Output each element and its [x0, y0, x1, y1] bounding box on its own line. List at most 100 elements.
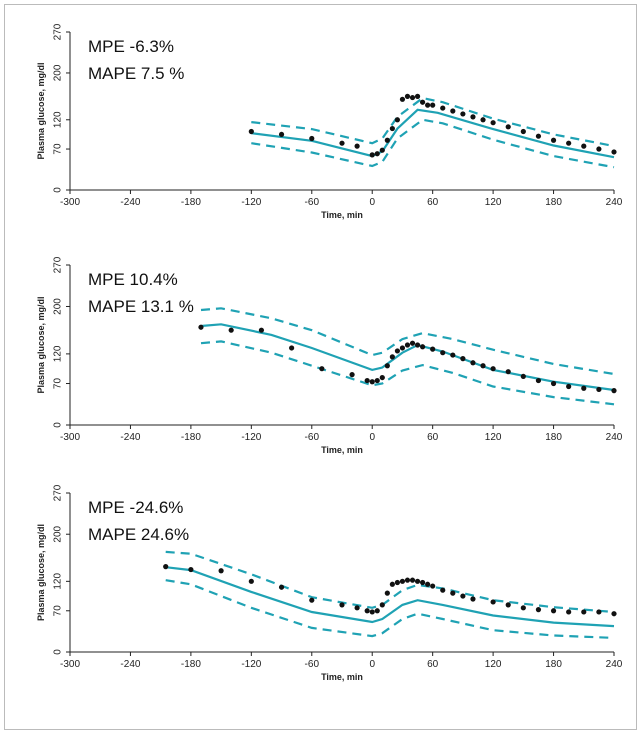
data-point	[419, 344, 426, 350]
model-line	[251, 108, 615, 159]
y-tick-label: 200	[53, 64, 64, 81]
data-point	[379, 602, 385, 608]
data-point	[394, 348, 401, 354]
data-point	[258, 327, 265, 333]
data-point	[374, 151, 380, 157]
data-point	[218, 568, 224, 574]
data-point	[440, 105, 446, 111]
data-point	[389, 354, 395, 360]
data-point	[409, 340, 416, 346]
data-point	[374, 608, 380, 614]
data-point	[414, 578, 421, 584]
data-point	[550, 380, 557, 387]
x-tick-label: -240	[120, 659, 140, 670]
data-point	[535, 607, 542, 613]
y-tick-label: 120	[53, 111, 64, 128]
data-point	[450, 108, 456, 114]
data-point	[399, 578, 406, 584]
x-tick-label: -60	[305, 659, 320, 670]
data-point	[404, 577, 411, 583]
data-point	[248, 578, 254, 584]
data-point	[228, 327, 234, 333]
y-tick-label: 0	[53, 422, 64, 428]
data-point	[520, 128, 526, 135]
data-point	[414, 93, 421, 99]
data-point	[535, 377, 542, 384]
confidence-line	[251, 118, 615, 169]
data-point	[374, 377, 380, 384]
data-point	[566, 383, 572, 390]
data-point	[611, 149, 617, 155]
data-point	[309, 597, 315, 603]
data-point	[460, 593, 466, 599]
data-point	[369, 152, 375, 158]
data-point	[364, 377, 370, 384]
y-tick-label: 120	[53, 573, 64, 590]
data-point	[419, 579, 426, 586]
x-tick-label: -120	[241, 432, 261, 443]
x-tick-label: 0	[369, 432, 375, 443]
x-tick-label: -60	[305, 197, 320, 208]
data-point	[535, 133, 542, 139]
data-point	[550, 608, 557, 614]
y-tick-label: 270	[53, 23, 64, 40]
x-tick-label: 240	[606, 432, 623, 443]
data-point	[470, 360, 476, 366]
data-point	[278, 131, 285, 138]
annotation: MPE 10.4%	[88, 270, 178, 289]
data-point	[596, 386, 602, 393]
data-point	[470, 114, 476, 120]
y-tick-label: 270	[53, 484, 64, 501]
annotation: MAPE 13.1 %	[88, 297, 194, 316]
data-point	[505, 369, 511, 375]
y-tick-label: 70	[53, 143, 64, 155]
y-axis-title: Plasma glucose, mg/dl	[36, 296, 46, 393]
data-point	[414, 342, 421, 348]
y-tick-label: 0	[53, 187, 64, 193]
data-point	[163, 564, 169, 570]
y-tick-label: 0	[53, 649, 64, 655]
x-tick-label: 180	[545, 432, 562, 443]
data-point	[520, 373, 526, 380]
x-tick-label: -240	[120, 197, 140, 208]
data-point	[430, 102, 436, 108]
data-point	[409, 94, 416, 101]
x-tick-label: 120	[485, 432, 502, 443]
x-axis-title: Time, min	[321, 445, 363, 455]
data-point	[440, 587, 446, 593]
data-point	[339, 602, 345, 608]
x-tick-label: -300	[60, 432, 80, 443]
data-point	[364, 608, 370, 614]
annotation: MAPE 24.6%	[88, 525, 189, 544]
confidence-line	[200, 307, 615, 376]
data-point	[596, 146, 602, 152]
x-tick-label: 0	[369, 659, 375, 670]
x-axis-title: Time, min	[321, 210, 363, 220]
y-tick-label: 70	[53, 605, 64, 617]
data-point	[369, 609, 375, 615]
data-point	[349, 372, 355, 378]
data-point	[389, 581, 395, 587]
data-point	[399, 345, 406, 351]
annotation: MPE -6.3%	[88, 37, 174, 56]
data-point	[409, 577, 416, 583]
data-point	[596, 609, 602, 615]
confidence-line	[165, 579, 615, 639]
x-tick-label: -180	[181, 432, 201, 443]
data-point	[566, 140, 572, 146]
data-point	[425, 102, 431, 108]
data-point	[450, 590, 456, 596]
x-tick-label: 240	[606, 659, 623, 670]
data-point	[470, 596, 476, 602]
x-tick-label: 60	[427, 432, 439, 443]
data-point	[248, 128, 254, 135]
data-point	[319, 366, 325, 372]
data-point	[430, 346, 436, 352]
data-point	[490, 599, 496, 605]
x-tick-label: 60	[427, 197, 439, 208]
data-point	[480, 117, 486, 123]
data-point	[278, 584, 285, 590]
data-point	[384, 363, 390, 369]
